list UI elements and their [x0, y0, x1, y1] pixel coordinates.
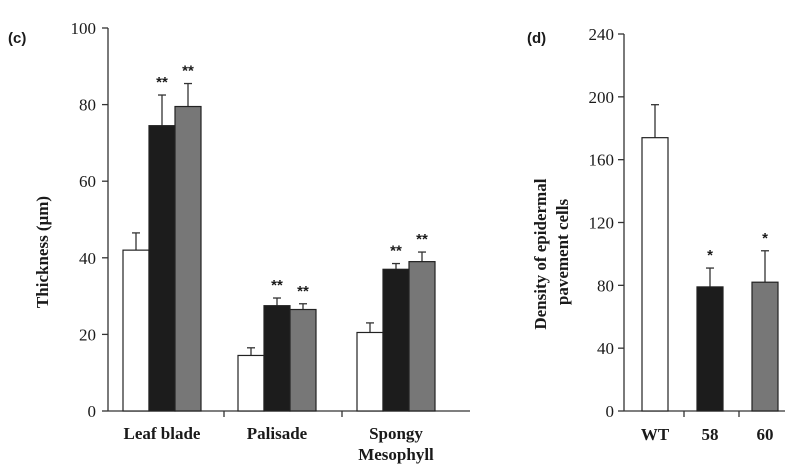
bar-d — [641, 137, 669, 412]
y-axis-label-d-line-1: Density of epidermal — [531, 178, 550, 329]
y-tick-label-d: 120 — [589, 214, 615, 233]
significance-marker-c: ** — [271, 277, 283, 294]
panel-label-d: (d) — [527, 30, 546, 47]
y-axis-label-d-line-2: pavement cells — [553, 199, 572, 306]
y-axis-label-c: Thickness (μm) — [33, 196, 52, 308]
panel-label-c: (c) — [8, 30, 26, 47]
y-tick-label-c: 80 — [79, 96, 96, 115]
y-tick-label-c: 20 — [79, 325, 96, 344]
x-tick-label-d: WT — [641, 425, 670, 444]
bar-c — [148, 125, 176, 412]
y-axis-label-d: Density of epidermal pavement cells — [531, 174, 572, 329]
y-tick-label-c: 40 — [79, 249, 96, 268]
bar-c — [174, 105, 202, 412]
significance-marker-c: ** — [297, 283, 309, 300]
significance-marker-c: ** — [182, 63, 194, 80]
y-tick-label-d: 0 — [606, 402, 615, 421]
y-tick-label-c: 100 — [71, 19, 97, 38]
bar-c — [237, 354, 265, 412]
significance-marker-c: ** — [156, 74, 168, 91]
y-tick-label-d: 80 — [597, 276, 614, 295]
y-tick-label-c: 0 — [88, 402, 97, 421]
chart-panel-c: (c) Thickness (μm) 0 20 40 60 80 100 ** ** Leaf … — [8, 19, 470, 464]
significance-marker-c: ** — [390, 243, 402, 260]
x-tick-label-c: Mesophyll — [358, 445, 434, 464]
bar-c — [263, 305, 291, 412]
chart-panel-d: (d) Density of epidermal pavement cells … — [527, 25, 785, 444]
x-tick-label-d: 58 — [702, 425, 719, 444]
y-tick-label-c: 60 — [79, 172, 96, 191]
bar-c — [382, 268, 410, 412]
x-tick-label-c: Leaf blade — [124, 424, 201, 443]
bar-c — [122, 249, 150, 412]
x-tick-label-c: Spongy — [369, 424, 423, 443]
y-tick-label-d: 240 — [589, 25, 615, 44]
y-tick-label-d: 40 — [597, 339, 614, 358]
x-tick-label-c: Palisade — [247, 424, 308, 443]
y-tick-label-d: 160 — [589, 151, 615, 170]
bar-c — [289, 308, 317, 412]
significance-marker-d: * — [707, 247, 713, 264]
significance-marker-c: ** — [416, 231, 428, 248]
y-tick-label-d: 200 — [589, 88, 615, 107]
bar-c — [356, 331, 384, 412]
bar-c — [408, 261, 436, 412]
significance-marker-d: * — [762, 230, 768, 247]
bar-d — [751, 281, 779, 412]
bar-d — [696, 286, 724, 412]
x-tick-label-d: 60 — [757, 425, 774, 444]
